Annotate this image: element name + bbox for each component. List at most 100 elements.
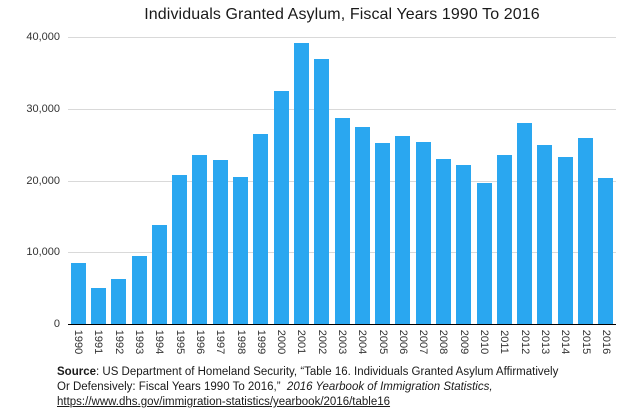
x-axis-label-1999: 1999 [254, 329, 267, 355]
y-axis-label-20000: 20,000 [26, 174, 60, 187]
bar-slot-2008 [433, 37, 453, 324]
x-slot-2000: 2000 [271, 325, 291, 363]
bar-slot-2002 [312, 37, 332, 324]
bar-slot-2003 [332, 37, 352, 324]
bar-1992 [111, 278, 127, 324]
x-axis-label-2009: 2009 [457, 329, 470, 355]
bar-slot-2004 [352, 37, 372, 324]
bar-2004 [354, 127, 370, 324]
x-slot-2002: 2002 [312, 325, 332, 363]
x-slot-2004: 2004 [352, 325, 372, 363]
x-slot-2007: 2007 [413, 325, 433, 363]
bar-1993 [131, 255, 147, 324]
bar-2003 [334, 118, 350, 324]
x-slot-2006: 2006 [393, 325, 413, 363]
x-axis-label-2004: 2004 [356, 329, 369, 355]
bar-slot-1991 [88, 37, 108, 324]
source-link[interactable]: https://www.dhs.gov/immigration-statisti… [57, 396, 391, 408]
bar-slot-1997 [210, 37, 230, 324]
bar-1997 [212, 159, 228, 324]
bar-2007 [415, 142, 431, 324]
bar-slot-2000 [271, 37, 291, 324]
y-axis: 0 10,000 20,000 30,000 40,000 [0, 31, 60, 330]
y-axis-label-40000: 40,000 [26, 31, 60, 43]
x-slot-1997: 1997 [210, 325, 230, 363]
bar-2013 [537, 144, 553, 324]
gridline-30000 [68, 108, 616, 110]
bar-slot-1996 [190, 37, 210, 324]
bar-1995 [172, 175, 188, 324]
bar-slot-2013 [535, 37, 555, 324]
x-axis-label-1992: 1992 [112, 329, 125, 355]
source-text-line2: Or Defensively: Fiscal Years 1990 To 201… [57, 381, 287, 393]
x-axis-label-2011: 2011 [498, 330, 511, 354]
bar-slot-2011 [494, 37, 514, 324]
bar-slot-2014 [555, 37, 575, 324]
bar-2008 [435, 158, 451, 324]
bar-slot-1999 [251, 37, 271, 324]
x-axis-label-2008: 2008 [437, 329, 450, 355]
bar-2001 [293, 42, 309, 324]
x-axis-line [68, 324, 616, 325]
x-slot-2012: 2012 [515, 325, 535, 363]
bars [68, 37, 616, 324]
x-slot-2003: 2003 [332, 325, 352, 363]
x-slot-2014: 2014 [555, 325, 575, 363]
bar-slot-1990 [68, 37, 88, 324]
bar-2009 [456, 164, 472, 324]
bar-slot-2005 [372, 37, 392, 324]
bar-slot-1998 [230, 37, 250, 324]
bar-slot-1992 [109, 37, 129, 324]
x-axis-label-2014: 2014 [559, 329, 572, 355]
x-axis-labels: 1990 1991 1992 1993 1994 1995 1996 1997 1998 1999… [68, 325, 616, 363]
x-slot-1996: 1996 [190, 325, 210, 363]
x-slot-1992: 1992 [109, 325, 129, 363]
x-axis-label-2003: 2003 [336, 329, 348, 355]
x-slot-2013: 2013 [535, 325, 555, 363]
x-slot-1993: 1993 [129, 325, 149, 363]
x-axis-label-2000: 2000 [275, 329, 288, 355]
source-text-line1: : US Department of Homeland Security, “T… [96, 366, 559, 378]
x-slot-1999: 1999 [251, 325, 271, 363]
bar-1996 [192, 155, 208, 324]
x-axis-label-2015: 2015 [579, 329, 592, 355]
x-axis-label-1996: 1996 [193, 329, 206, 355]
source-label: Source [57, 366, 96, 378]
bar-slot-2012 [515, 37, 535, 324]
x-slot-2008: 2008 [433, 325, 453, 363]
bar-2010 [476, 182, 492, 324]
bar-2016 [598, 177, 614, 324]
bar-1998 [233, 176, 249, 324]
bar-slot-2006 [393, 37, 413, 324]
x-axis-label-1993: 1993 [133, 329, 146, 355]
y-axis-label-10000: 10,000 [26, 246, 60, 259]
x-axis-label-1990: 1990 [72, 329, 85, 355]
x-axis-label-2005: 2005 [376, 329, 389, 355]
x-slot-2009: 2009 [454, 325, 474, 363]
bar-slot-2016 [596, 37, 616, 324]
gridline-40000 [68, 37, 616, 38]
x-slot-2016: 2016 [596, 325, 616, 363]
x-axis-label-1998: 1998 [234, 329, 247, 355]
bar-2006 [395, 136, 411, 324]
x-axis-label-1995: 1995 [173, 329, 186, 355]
chart-title: Individuals Granted Asylum, Fiscal Years… [144, 6, 540, 23]
bar-slot-2009 [454, 37, 474, 324]
bar-2012 [517, 123, 533, 324]
bar-2015 [578, 138, 594, 324]
x-axis-label-2016: 2016 [599, 329, 612, 355]
source-citation-italic: 2016 Yearbook of Immigration Statistics, [286, 381, 493, 393]
x-slot-1994: 1994 [149, 325, 169, 363]
bar-2002 [314, 59, 330, 324]
x-axis-label-2002: 2002 [315, 329, 328, 355]
bar-slot-1994 [149, 37, 169, 324]
x-axis-label-2001: 2001 [295, 329, 308, 355]
y-axis-label-30000: 30,000 [26, 102, 60, 115]
source-note: Source: US Department of Homeland Securi… [57, 365, 591, 410]
bar-slot-2015 [575, 37, 595, 324]
x-axis-label-2010: 2010 [478, 329, 491, 355]
bar-2011 [496, 154, 512, 324]
x-axis-label-1991: 1991 [92, 329, 105, 355]
bar-2005 [375, 143, 391, 324]
